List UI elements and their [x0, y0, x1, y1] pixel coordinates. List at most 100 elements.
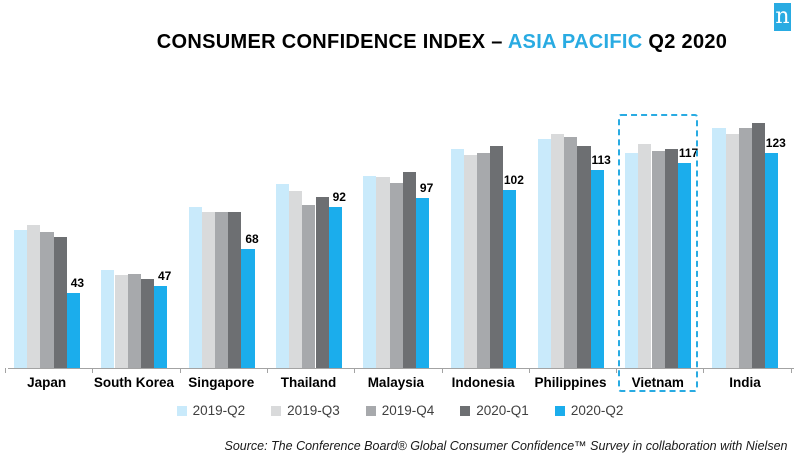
legend-item-2019-Q4: 2019-Q4	[365, 403, 435, 418]
bar-2019-Q2-thailand	[275, 184, 290, 368]
bar-2020-Q1-japan	[53, 236, 67, 368]
bar-2019-Q3-japan	[27, 224, 41, 368]
x-axis-tick	[616, 368, 618, 373]
category-label-singapore: Singapore	[188, 375, 255, 390]
page-title: CONSUMER CONFIDENCE INDEX – ASIA PACIFIC…	[84, 31, 800, 54]
bar-2020-Q2-philippines	[590, 170, 604, 368]
bar-2020-Q2-japan	[66, 292, 80, 368]
bar-2019-Q4-thailand	[302, 205, 316, 368]
bar-2020-Q2-malaysia	[416, 198, 430, 368]
bar-2019-Q4-singapore	[215, 212, 229, 368]
bar-2019-Q3-indonesia	[463, 154, 477, 368]
bar-2020-Q1-indonesia	[490, 145, 504, 368]
chart-legend: 2019-Q2 2019-Q3 2019-Q4 2020-Q1 2020-Q2	[0, 403, 800, 418]
legend-label-2019-Q2: 2019-Q2	[192, 403, 246, 418]
category-label-indonesia: Indonesia	[451, 375, 515, 390]
legend-label-2019-Q4: 2019-Q4	[381, 403, 435, 418]
legend-label-2020-Q1: 2020-Q1	[476, 403, 529, 418]
x-axis-tick	[5, 368, 6, 373]
legend-swatch-2020-Q2	[554, 405, 565, 416]
category-label-philippines: Philippines	[534, 375, 607, 390]
bar-2020-Q1-india	[752, 123, 766, 368]
legend-item-2019-Q3: 2019-Q3	[271, 403, 340, 418]
bar-2020-Q1-south-korea	[140, 278, 155, 368]
legend-label-2019-Q3: 2019-Q3	[287, 403, 340, 418]
bar-2020-Q2-south-korea	[154, 285, 168, 368]
legend-label-2020-Q2: 2020-Q2	[570, 403, 624, 418]
category-label-japan: Japan	[27, 375, 67, 390]
legend-item-2020-Q2: 2020-Q2	[554, 403, 624, 418]
value-label-singapore: 68	[245, 232, 259, 246]
x-axis-tick	[441, 368, 443, 373]
bar-2019-Q2-indonesia	[450, 149, 464, 368]
bar-2019-Q2-south-korea	[101, 270, 115, 368]
legend-swatch-2020-Q1	[460, 405, 471, 416]
bar-2020-Q2-vietnam	[677, 163, 692, 368]
category-label-malaysia: Malaysia	[367, 375, 424, 390]
bar-2020-Q1-vietnam	[664, 149, 678, 368]
bar-2020-Q1-philippines	[577, 145, 591, 368]
x-axis-tick	[179, 368, 181, 373]
value-label-thailand: 92	[332, 190, 346, 204]
value-label-philippines: 113	[591, 153, 611, 168]
bar-2019-Q4-japan	[40, 231, 54, 368]
bar-2019-Q3-philippines	[551, 133, 565, 368]
bar-2019-Q2-philippines	[537, 138, 551, 368]
x-axis-tick	[703, 368, 705, 373]
x-axis-line	[8, 368, 794, 369]
bar-2020-Q2-singapore	[241, 249, 255, 368]
category-label-thailand: Thailand	[280, 375, 337, 390]
bar-2020-Q2-india	[765, 152, 779, 368]
value-label-south-korea: 47	[158, 268, 172, 283]
category-label-india: India	[729, 375, 761, 390]
bar-2020-Q2-indonesia	[503, 189, 517, 368]
bar-2019-Q2-japan	[14, 229, 28, 368]
bar-2019-Q3-south-korea	[114, 275, 128, 368]
value-label-india: 123	[765, 135, 786, 150]
bar-2019-Q3-india	[725, 133, 739, 368]
bar-2019-Q4-south-korea	[127, 273, 141, 368]
legend-item-2019-Q2: 2019-Q2	[176, 403, 246, 418]
bar-2019-Q4-india	[738, 128, 752, 368]
bar-2019-Q2-malaysia	[363, 175, 377, 368]
title-prefix: CONSUMER CONFIDENCE INDEX –	[156, 31, 508, 53]
bar-2019-Q2-vietnam	[625, 152, 639, 368]
bar-2020-Q1-singapore	[228, 212, 242, 368]
legend-swatch-2019-Q4	[365, 405, 376, 416]
bar-2020-Q2-thailand	[328, 207, 342, 368]
bar-2020-Q1-thailand	[315, 196, 329, 368]
x-axis-tick	[354, 368, 356, 373]
source-note: Source: The Conference Board® Global Con…	[224, 439, 788, 453]
category-label-south-korea: South Korea	[93, 375, 175, 390]
bar-2019-Q4-malaysia	[389, 182, 403, 368]
value-label-vietnam: 117	[678, 146, 699, 161]
value-label-indonesia: 102	[503, 172, 524, 187]
value-label-malaysia: 97	[419, 181, 434, 196]
title-region-highlight: ASIA PACIFIC	[507, 31, 643, 53]
legend-item-2020-Q1: 2020-Q1	[460, 403, 529, 418]
bar-2019-Q3-singapore	[201, 212, 215, 368]
title-suffix: Q2 2020	[642, 31, 728, 53]
nielsen-logo: n	[774, 3, 791, 31]
bar-2019-Q2-india	[712, 128, 726, 368]
x-axis-tick	[790, 368, 792, 373]
highlight-box-vietnam	[618, 114, 699, 392]
nielsen-logo-letter: n	[775, 4, 790, 29]
bar-2019-Q4-philippines	[564, 137, 578, 368]
legend-swatch-2019-Q3	[271, 405, 282, 416]
legend-swatch-2019-Q2	[176, 405, 187, 416]
bar-2019-Q3-malaysia	[376, 177, 390, 368]
x-axis-tick	[92, 368, 94, 373]
bar-2020-Q1-malaysia	[402, 172, 416, 368]
bar-2019-Q3-thailand	[289, 191, 303, 368]
bar-2019-Q3-vietnam	[638, 144, 652, 368]
x-axis-tick	[266, 368, 268, 373]
category-label-vietnam: Vietnam	[631, 375, 684, 390]
bar-2019-Q4-vietnam	[651, 151, 665, 368]
bar-2019-Q4-indonesia	[476, 152, 491, 368]
x-axis-tick	[528, 368, 530, 373]
bar-2019-Q2-singapore	[188, 207, 202, 368]
value-label-japan: 43	[70, 275, 85, 290]
